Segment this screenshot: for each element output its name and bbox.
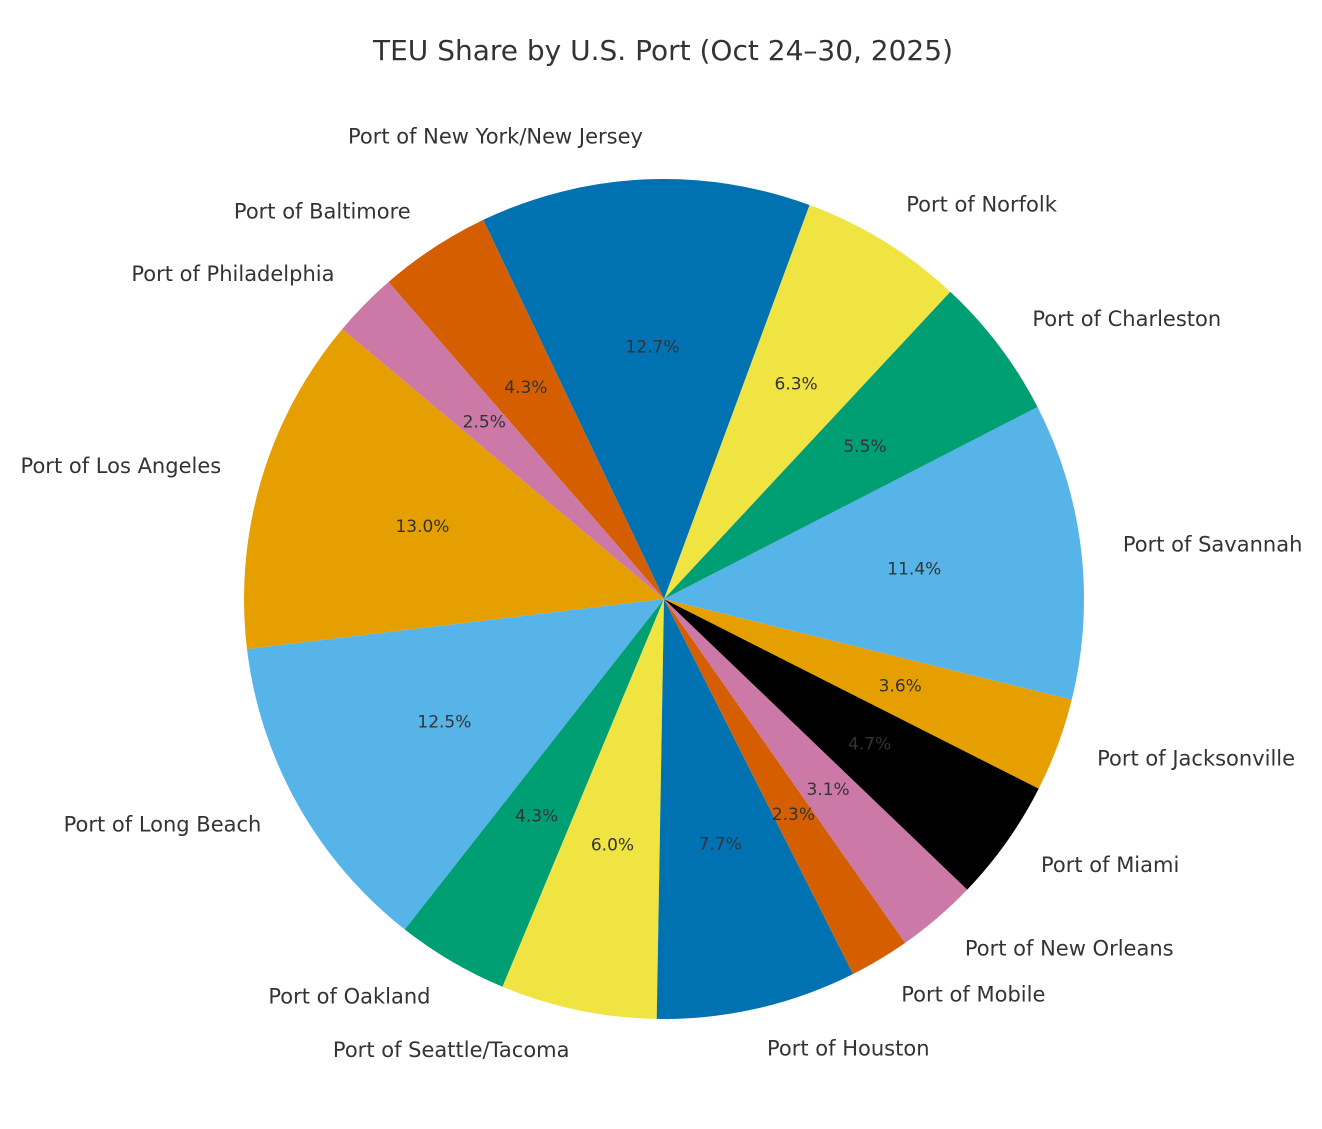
pie-slice	[664, 406, 1084, 700]
value-label: 12.7%	[626, 337, 680, 357]
pie-slice	[342, 281, 664, 599]
slice-label: Port of Miami	[1041, 853, 1179, 877]
slice-label: Port of Long Beach	[64, 813, 262, 837]
pie-slice	[502, 599, 664, 1019]
value-label: 3.1%	[806, 780, 849, 800]
value-label: 3.6%	[879, 677, 922, 697]
slice-label: Port of Los Angeles	[21, 454, 222, 478]
pie-slice	[664, 599, 1072, 789]
slice-label: Port of Charleston	[1032, 307, 1221, 331]
slice-label: Port of Philadelphia	[131, 262, 334, 286]
pie-slice	[664, 599, 1039, 890]
slice-label: Port of Baltimore	[234, 200, 411, 224]
pie-slice	[664, 205, 951, 599]
slice-label: Port of Jacksonville	[1097, 747, 1295, 771]
value-label: 5.5%	[843, 437, 886, 457]
slice-label: Port of Houston	[767, 1036, 930, 1060]
value-label: 6.3%	[775, 374, 818, 394]
slice-label: Port of Norfolk	[906, 193, 1057, 217]
value-label: 4.7%	[848, 735, 891, 755]
slice-label: Port of Mobile	[901, 982, 1045, 1006]
slice-label: Port of Seattle/Tacoma	[333, 1038, 570, 1062]
slice-label: Port of New York/New Jersey	[348, 124, 643, 148]
pie-slice	[664, 599, 906, 975]
pie-slice	[664, 291, 1038, 599]
value-label: 6.0%	[591, 836, 634, 856]
slice-label: Port of New Orleans	[965, 937, 1174, 961]
pie-slice	[483, 178, 810, 599]
slice-label: Port of Oakland	[268, 985, 430, 1009]
chart-title: TEU Share by U.S. Port (Oct 24–30, 2025)	[372, 34, 953, 67]
pie-slice	[404, 599, 664, 987]
value-label: 2.3%	[772, 805, 815, 825]
pie-slice	[656, 599, 854, 1019]
value-label: 12.5%	[417, 713, 471, 733]
value-label: 11.4%	[887, 560, 941, 580]
value-label: 4.3%	[504, 378, 547, 398]
value-label: 13.0%	[395, 517, 449, 537]
slice-label: Port of Savannah	[1123, 532, 1303, 556]
pie-slice	[664, 599, 968, 943]
value-label: 7.7%	[699, 835, 742, 855]
pie-slice	[246, 599, 664, 930]
value-label: 2.5%	[463, 412, 506, 432]
pie-slice	[388, 219, 664, 599]
value-label: 4.3%	[515, 806, 558, 826]
pie-slice	[243, 329, 664, 650]
